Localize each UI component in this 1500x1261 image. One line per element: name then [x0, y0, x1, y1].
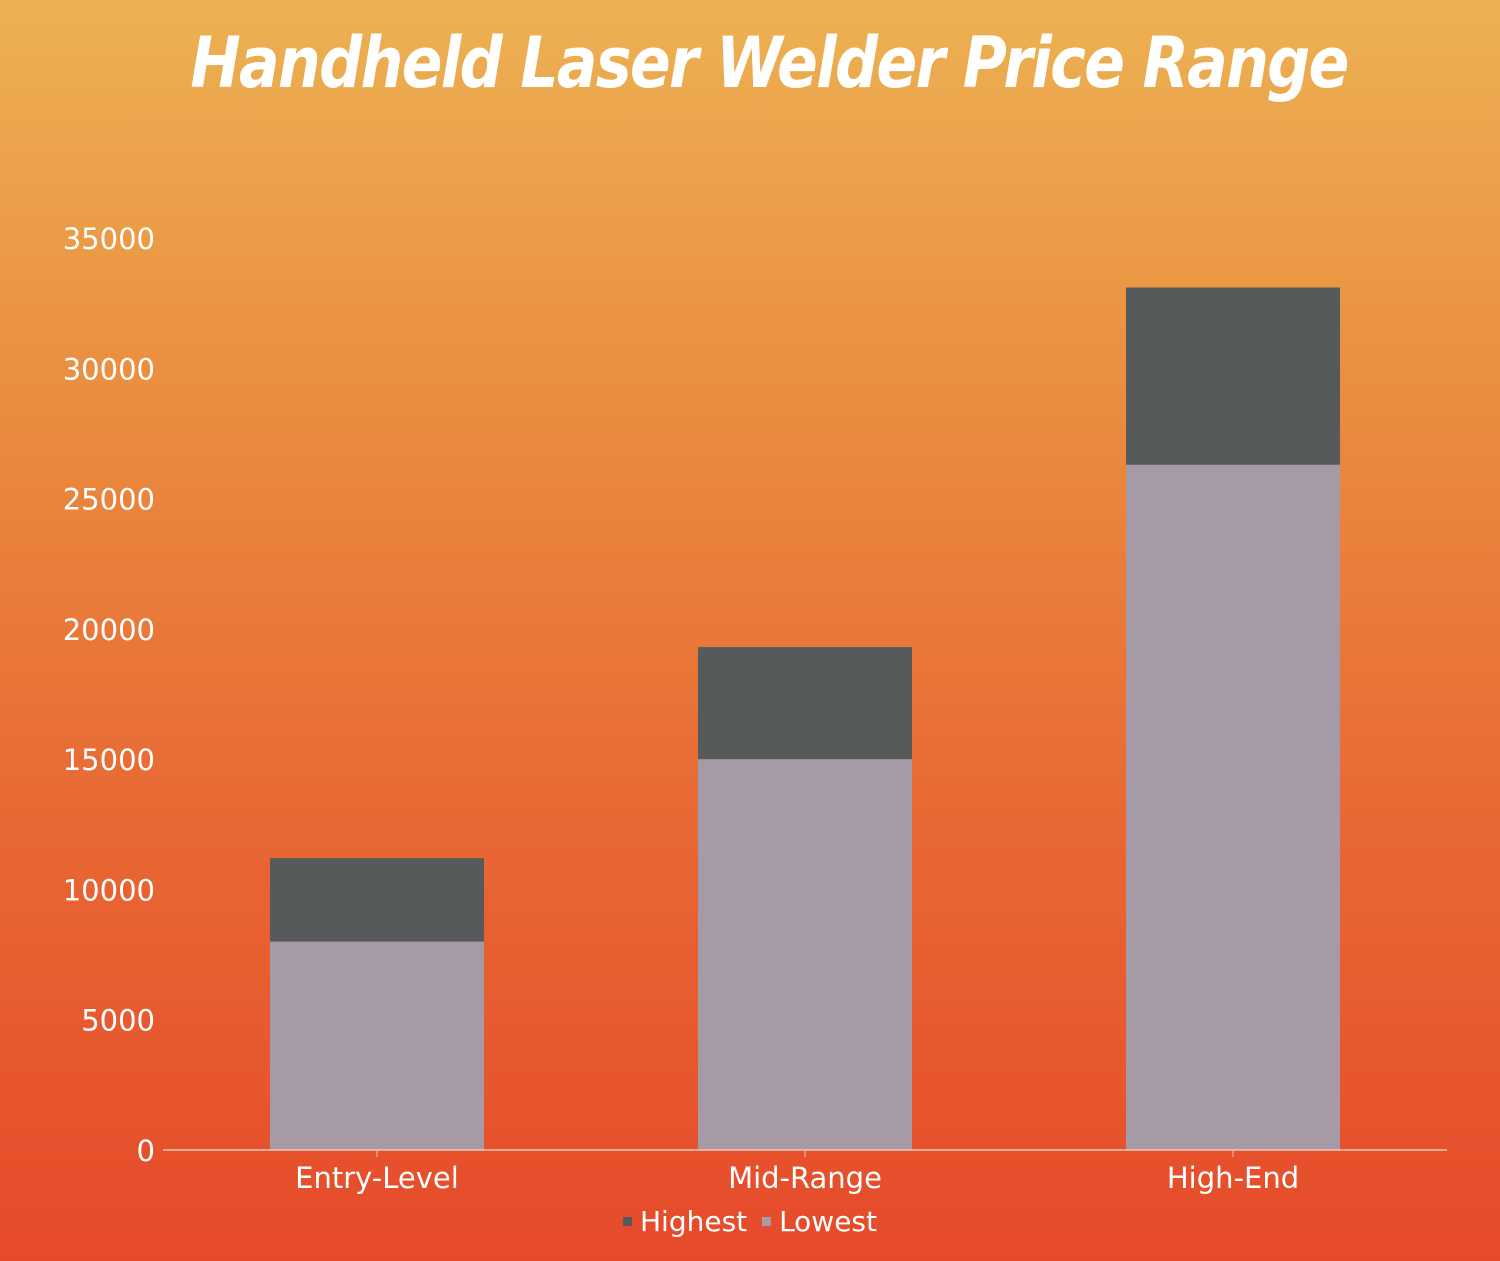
y-tick-label-5000: 5000: [81, 1004, 155, 1038]
y-tick-label-15000: 15000: [63, 743, 155, 777]
bar-lowest-mid-range: [698, 759, 912, 1150]
bar-lowest-high-end: [1126, 464, 1340, 1150]
x-tick-label-entry-level: Entry-Level: [295, 1161, 459, 1195]
x-tick-label-mid-range: Mid-Range: [728, 1161, 882, 1195]
bar-highest-high-end: [1126, 287, 1340, 465]
y-tick-label-30000: 30000: [63, 352, 155, 386]
legend-item-highest: Highest: [623, 1202, 747, 1242]
legend-label-lowest: Lowest: [779, 1205, 877, 1238]
chart-legend: Highest Lowest: [0, 1202, 1500, 1242]
y-tick-label-10000: 10000: [63, 873, 155, 907]
legend-swatch-lowest: [762, 1216, 772, 1226]
legend-item-lowest: Lowest: [762, 1202, 877, 1242]
bar-lowest-entry-level: [270, 941, 484, 1150]
x-tick-label-high-end: High-End: [1167, 1161, 1299, 1195]
y-tick-label-35000: 35000: [63, 222, 155, 256]
legend-label-highest: Highest: [640, 1205, 748, 1238]
legend-swatch-highest: [623, 1216, 632, 1226]
chart-title: Handheld Laser Welder Price Range: [190, 22, 1349, 104]
bar-highest-mid-range: [698, 647, 912, 760]
y-tick-label-25000: 25000: [63, 483, 155, 517]
bar-highest-entry-level: [270, 858, 484, 942]
y-tick-label-20000: 20000: [63, 613, 155, 647]
y-tick-label-0: 0: [137, 1134, 155, 1168]
